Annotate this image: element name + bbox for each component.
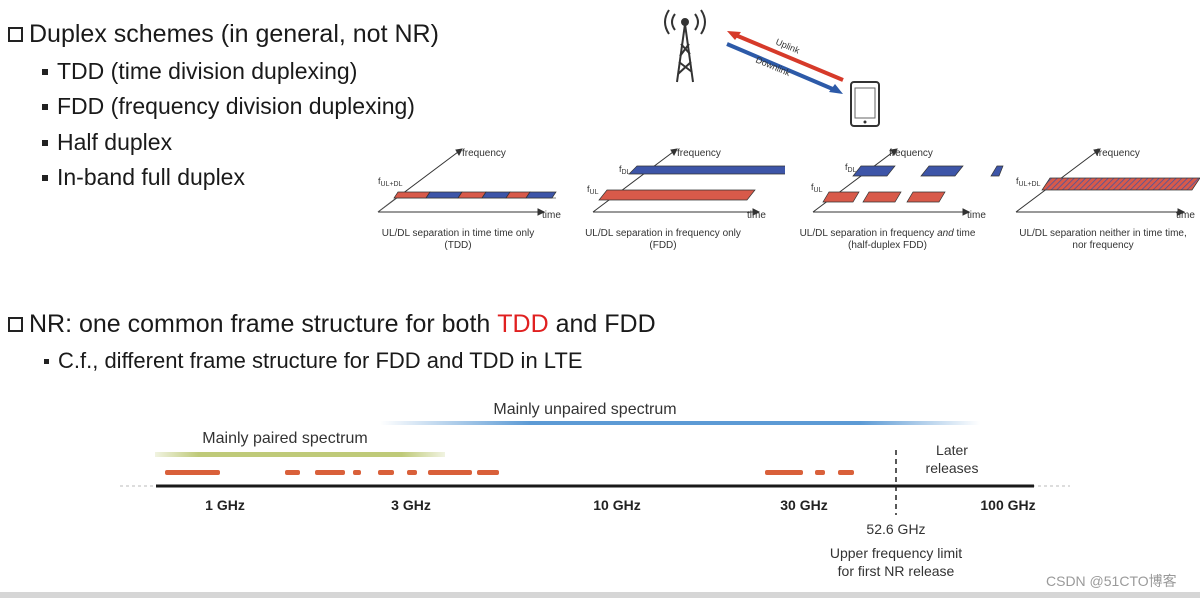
half-duplex-caption: UL/DL separation in frequency and time (… xyxy=(799,228,976,251)
downlink-arrow xyxy=(726,42,836,92)
f-ul-dl-label: fUL+DL xyxy=(378,176,403,188)
uplink-arrow xyxy=(732,32,844,82)
svg-text:frequency: frequency xyxy=(462,148,506,159)
square-bullet-icon xyxy=(42,68,48,75)
tick-label: 30 GHz xyxy=(780,497,827,513)
list-item: In-band full duplex xyxy=(42,164,245,191)
duplex-heading: Duplex schemes (in general, not NR) xyxy=(8,20,439,49)
bottom-bar xyxy=(0,592,1200,598)
svg-text:time: time xyxy=(967,210,986,221)
svg-text:frequency: frequency xyxy=(1096,148,1140,159)
nr-sub-item: C.f., different frame structure for FDD … xyxy=(44,348,583,374)
square-bullet-icon xyxy=(42,139,48,146)
square-bullet-icon xyxy=(42,103,48,110)
cell-tower-icon xyxy=(664,9,706,83)
later-releases-label: Later releases xyxy=(925,442,979,476)
paired-range-bar xyxy=(155,452,445,457)
svg-text:time: time xyxy=(542,210,561,221)
tdd-caption: UL/DL separation in time time only (TDD) xyxy=(381,228,535,251)
spectrum-diagram: Mainly unpaired spectrum Mainly paired s… xyxy=(120,401,1070,579)
band-markers xyxy=(165,470,854,475)
limit-note-2: for first NR release xyxy=(838,563,955,579)
list-item: FDD (frequency division duplexing) xyxy=(42,93,415,120)
fdd-caption: UL/DL separation in frequency only (FDD) xyxy=(585,228,741,251)
full-duplex-caption: UL/DL separation neither in time time, n… xyxy=(1019,228,1187,251)
f-dl-label: fDL xyxy=(845,162,857,174)
checkbox-bullet-icon xyxy=(8,27,23,42)
f-dl-label: fDL xyxy=(619,164,631,176)
tick-label: 3 GHz xyxy=(391,497,431,513)
f-ul-label: fUL xyxy=(811,182,823,194)
square-bullet-icon xyxy=(42,174,48,181)
half-duplex-fdd-diagram: frequency time fDL fUL xyxy=(811,148,1004,221)
full-duplex-diagram: frequency time fUL+DL xyxy=(1015,148,1200,221)
tick-label: 100 GHz xyxy=(980,497,1035,513)
phone-icon xyxy=(850,81,880,127)
list-item: TDD (time division duplexing) xyxy=(42,58,357,85)
f-ul-dl-label: fUL+DL xyxy=(1016,176,1041,188)
list-item: Half duplex xyxy=(42,129,172,156)
limit-note-1: Upper frequency limit xyxy=(830,545,962,561)
nr-heading: NR: one common frame structure for both … xyxy=(8,310,656,339)
svg-text:time: time xyxy=(747,210,766,221)
watermark: CSDN @51CTO博客 xyxy=(1046,573,1177,589)
square-bullet-icon xyxy=(44,358,49,364)
fdd-diagram: frequency time fDL fUL xyxy=(587,148,785,221)
tdd-diagram: frequency time fUL+DL xyxy=(377,148,561,221)
checkbox-bullet-icon xyxy=(8,317,23,332)
svg-text:frequency: frequency xyxy=(677,148,721,159)
paired-label: Mainly paired spectrum xyxy=(202,430,367,447)
tick-label: 1 GHz xyxy=(205,497,245,513)
limit-value: 52.6 GHz xyxy=(866,521,925,537)
unpaired-label: Mainly unpaired spectrum xyxy=(493,401,676,418)
svg-text:frequency: frequency xyxy=(889,148,933,159)
unpaired-range-bar xyxy=(380,421,980,425)
f-ul-label: fUL xyxy=(587,184,599,196)
svg-text:time: time xyxy=(1176,210,1195,221)
uplink-downlink-diagram: Uplink Downlink xyxy=(664,9,880,127)
tick-label: 10 GHz xyxy=(593,497,640,513)
